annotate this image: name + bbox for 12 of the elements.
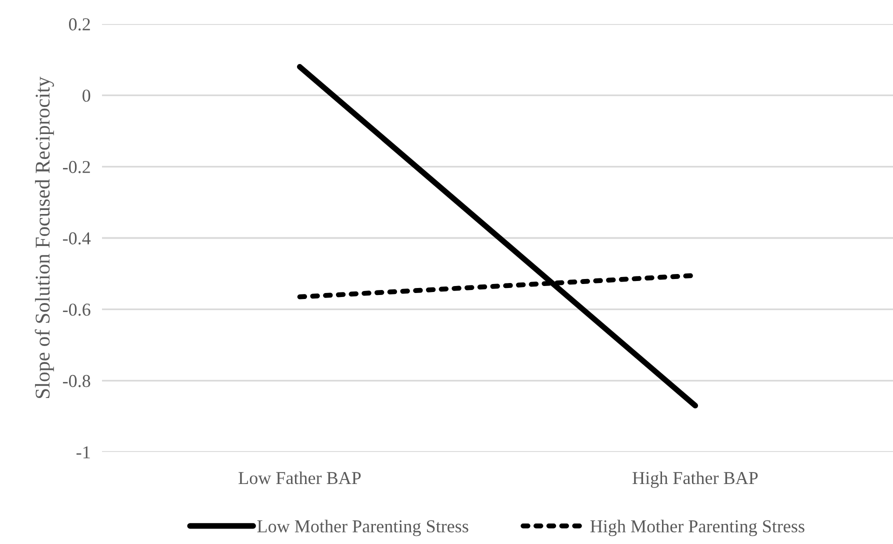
y-tick-label: 0.2 [69,18,90,31]
y-tick-label: -0.2 [62,160,90,174]
y-tick-label: 0 [82,90,90,102]
y-tick-label: -0.8 [62,374,90,388]
x-tick-label: High Father BAP [632,471,758,488]
y-axis-title: Slope of Solution Focused Reciprocity [34,76,54,398]
x-tick-label: Low Father BAP [238,471,361,484]
y-tick-label: -1 [76,446,90,458]
y-tick-label: -0.6 [62,304,90,316]
legend-label: High Mother Parenting Stress [590,520,804,536]
y-tick-label: -0.4 [62,232,91,245]
legend-label: Low Mother Parenting Stress [257,520,468,536]
